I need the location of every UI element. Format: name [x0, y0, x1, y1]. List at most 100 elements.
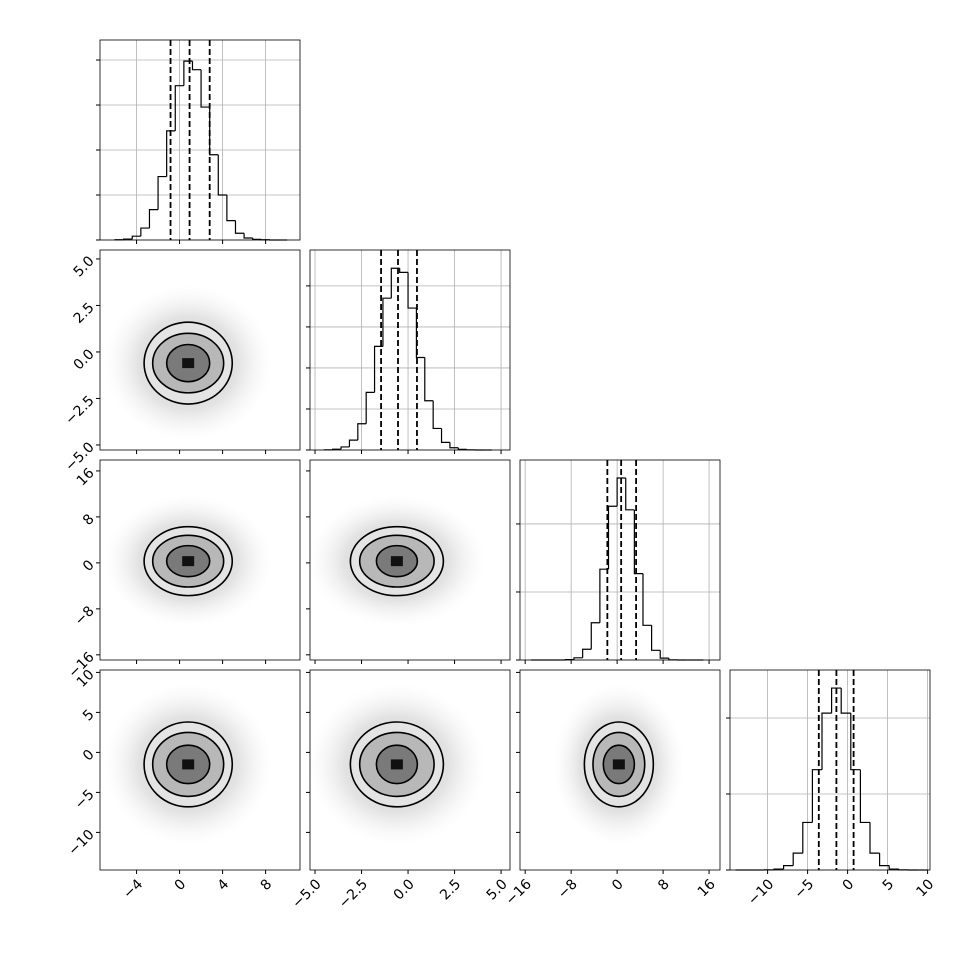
y-tick-label: −2.5	[62, 393, 97, 428]
x-tick-label: 0	[172, 876, 190, 894]
hist-bin	[879, 853, 890, 867]
hist-bin	[811, 769, 822, 823]
hist-bin	[407, 272, 417, 309]
hist-bin	[457, 447, 467, 450]
y-tick-label: 8	[80, 511, 98, 529]
panel-frame	[309, 669, 511, 871]
hist-bin	[668, 658, 678, 661]
hist-bin	[432, 400, 442, 430]
x-tick-label: −4	[120, 876, 146, 902]
hist-bin	[357, 423, 367, 441]
panel-frame	[729, 669, 931, 871]
x-tick-label: 8	[258, 876, 276, 894]
hist-bin	[373, 345, 383, 393]
y-tick-label: 0	[80, 557, 98, 575]
hist-bin	[148, 209, 159, 229]
panel-frame	[309, 459, 511, 661]
panel-frame	[99, 459, 301, 661]
hist-bin	[659, 650, 669, 659]
x-tick-label: 2.5	[437, 876, 464, 903]
panel-frame	[519, 459, 721, 661]
hist-bin	[174, 85, 184, 131]
hist-bin	[365, 391, 375, 424]
density-peak	[390, 556, 403, 567]
hist-bin	[888, 865, 899, 870]
hist-bin	[217, 154, 227, 196]
density-peak	[390, 759, 403, 770]
hist-bin	[226, 195, 236, 222]
hist-bin	[382, 297, 392, 347]
x-tick-label: 16	[695, 876, 719, 900]
hist-bin	[209, 107, 219, 156]
x-tick-label: 5	[880, 876, 898, 894]
hist-bin	[123, 238, 133, 240]
y-tick-label: 0	[80, 747, 98, 765]
hist-bin	[440, 428, 450, 444]
panel-frame	[99, 249, 301, 451]
hist-bin	[252, 237, 262, 240]
x-tick-label: 8	[655, 876, 673, 894]
panel-frame	[99, 39, 301, 241]
y-tick-label: 5	[80, 707, 98, 725]
hist-bin	[191, 61, 202, 71]
density-peak	[612, 759, 625, 770]
hist-bin	[200, 69, 210, 108]
hist-bin	[131, 235, 141, 240]
hist-bin	[783, 864, 794, 870]
hist-bin	[599, 568, 609, 623]
x-tick-label: 4	[215, 876, 233, 894]
hist-bin	[332, 448, 342, 450]
hist-bin	[573, 657, 583, 660]
hist-bin	[234, 220, 245, 234]
hist-bin	[633, 509, 643, 575]
hist-bin	[792, 852, 803, 866]
hist-bin	[607, 505, 618, 570]
hist-bin	[616, 477, 626, 507]
y-tick-label: 5.0	[71, 253, 98, 280]
hist-bin	[850, 713, 861, 771]
hist-bin	[166, 130, 176, 177]
y-tick-label: −5	[72, 787, 98, 813]
hist-bin	[183, 60, 193, 86]
x-tick-label: 0.0	[391, 876, 418, 903]
hist-bin	[157, 175, 167, 210]
x-tick-label: −2.5	[336, 876, 371, 911]
hist-bin	[821, 712, 832, 770]
hist-bin	[651, 625, 661, 651]
x-tick-label: −5.0	[289, 876, 324, 911]
x-tick-label: −10	[745, 876, 777, 908]
hist-bin	[625, 478, 635, 511]
hist-bin	[773, 868, 784, 870]
hist-bin	[840, 688, 851, 714]
hist-bin	[582, 648, 592, 658]
hist-bin	[449, 442, 459, 449]
hist-bin	[348, 439, 358, 447]
hist-bin	[424, 357, 434, 402]
hist-bin	[390, 267, 400, 299]
density-peak	[182, 759, 195, 770]
panel-frame	[309, 249, 511, 451]
hist-bin	[859, 769, 870, 824]
panel-frame	[519, 669, 721, 871]
x-tick-label: −5	[791, 876, 817, 902]
density-peak	[182, 358, 195, 369]
hist-bin	[869, 822, 880, 854]
x-tick-label: −16	[503, 876, 535, 908]
hist-bin	[590, 622, 600, 650]
panel-frame	[99, 669, 301, 871]
hist-bin	[642, 573, 652, 626]
y-tick-label: −5.0	[62, 439, 97, 474]
hist-bin	[399, 268, 409, 273]
hist-bin	[140, 227, 150, 237]
x-tick-label: 0	[840, 876, 858, 894]
x-tick-label: 0	[609, 876, 627, 894]
hist-bin	[831, 687, 842, 714]
hist-bin	[340, 446, 350, 450]
hist-bin	[802, 821, 813, 854]
y-tick-label: −10	[65, 827, 97, 859]
hist-bin	[243, 233, 253, 239]
y-tick-label: −8	[72, 603, 98, 629]
y-tick-label: 0.0	[71, 346, 98, 373]
density-peak	[182, 556, 195, 567]
x-tick-label: −8	[555, 876, 581, 902]
